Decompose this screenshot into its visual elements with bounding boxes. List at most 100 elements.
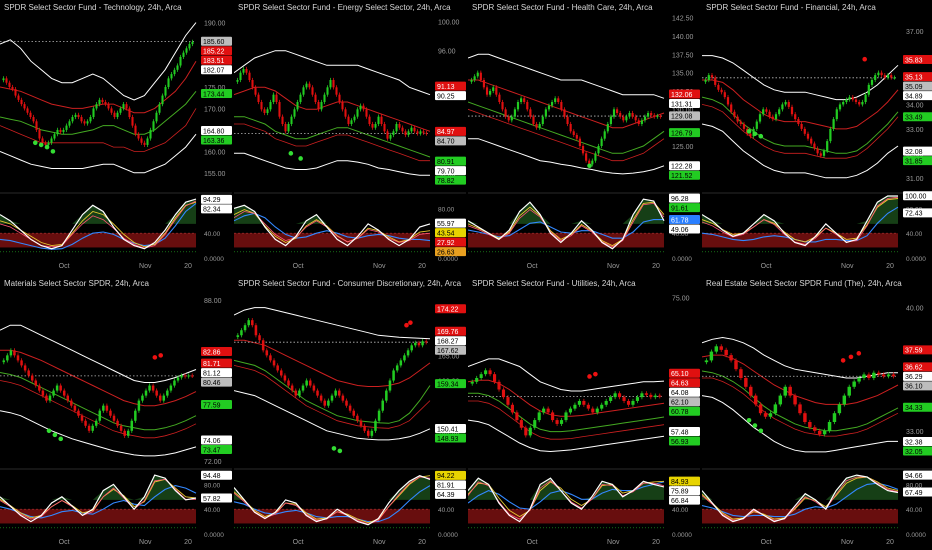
candle-body bbox=[506, 397, 510, 405]
candle-body bbox=[44, 142, 47, 145]
price-label-box bbox=[903, 55, 932, 65]
candle-body bbox=[323, 94, 326, 102]
candle-body bbox=[810, 138, 813, 144]
candle-body bbox=[298, 390, 301, 396]
osc-tick-label: 0.0000 bbox=[672, 532, 692, 539]
candle-body bbox=[479, 374, 483, 378]
candle-body bbox=[880, 72, 883, 76]
candle-body bbox=[886, 374, 891, 377]
candle-body bbox=[254, 325, 258, 336]
candle-body bbox=[717, 84, 720, 90]
candle-body bbox=[319, 395, 323, 401]
candle-body bbox=[555, 420, 559, 424]
candle-body bbox=[341, 395, 345, 401]
candle-body bbox=[386, 131, 389, 139]
price-label-box bbox=[435, 336, 466, 346]
osc-value-label: 94.22 bbox=[437, 473, 455, 480]
y-tick-label: 40.00 bbox=[906, 306, 924, 313]
candle-body bbox=[35, 121, 38, 130]
candle-body bbox=[14, 89, 17, 96]
candle-body bbox=[38, 129, 41, 139]
osc-yellow-line bbox=[702, 198, 899, 243]
chart-svg: 142.50140.00137.50135.00132.50130.00125.… bbox=[468, 16, 700, 270]
candle-body bbox=[631, 400, 635, 405]
candle-body bbox=[125, 104, 128, 109]
candle-body bbox=[524, 427, 528, 436]
candle-body bbox=[414, 342, 417, 346]
keltner-lower-line bbox=[468, 101, 665, 154]
y-tick-label: 31.00 bbox=[906, 176, 924, 183]
signal-dot-red bbox=[848, 354, 854, 360]
candle-body bbox=[2, 78, 5, 81]
candle-body bbox=[50, 138, 53, 143]
price-label-box bbox=[435, 424, 466, 434]
price-label-box bbox=[201, 347, 232, 357]
candle-body bbox=[622, 116, 625, 121]
y-tick-label: 175.00 bbox=[204, 85, 226, 92]
candle-body bbox=[845, 99, 848, 102]
candle-body bbox=[269, 355, 272, 361]
bollinger-outer-lower-line bbox=[468, 419, 665, 453]
price-label-box bbox=[669, 89, 700, 99]
candle-body bbox=[116, 420, 119, 426]
candle-body bbox=[832, 119, 835, 129]
chart-svg: 88.00 72.00 82.86 81.71 81.12 80.46 77.59 74.06… bbox=[0, 298, 232, 546]
signal-dot-green bbox=[46, 428, 52, 434]
signal-dot-red bbox=[158, 353, 164, 358]
bollinger-outer-lower-line bbox=[702, 123, 899, 179]
signal-dot-red bbox=[593, 371, 598, 377]
candle-body bbox=[653, 395, 657, 398]
chart-panel: SPDR Select Sector Fund - Energy Select … bbox=[234, 0, 466, 274]
candle-body bbox=[497, 381, 501, 390]
bollinger-lower-line bbox=[234, 365, 431, 429]
candle-body bbox=[308, 380, 312, 386]
candle-body bbox=[338, 94, 341, 102]
price-label-box bbox=[903, 437, 932, 447]
price-label-box bbox=[669, 387, 700, 397]
candle-body bbox=[77, 114, 80, 118]
candle-body bbox=[377, 410, 381, 421]
candle-body bbox=[29, 112, 32, 118]
candle-body bbox=[269, 102, 272, 110]
candle-body bbox=[609, 116, 612, 124]
candle-body bbox=[169, 385, 173, 391]
candle-body bbox=[827, 422, 832, 431]
candle-body bbox=[105, 405, 109, 411]
osc-white-line bbox=[0, 474, 197, 523]
osc-tick-label: 40.00 bbox=[672, 231, 689, 238]
price-label: 78.82 bbox=[437, 178, 455, 185]
candle-body bbox=[149, 129, 152, 139]
candle-body bbox=[368, 116, 371, 124]
y-tick-label: 165.00 bbox=[438, 353, 460, 360]
candle-body bbox=[180, 375, 183, 378]
candle-body bbox=[485, 87, 489, 95]
price-label-box bbox=[201, 435, 232, 445]
price-label-box bbox=[201, 55, 232, 65]
candle-body bbox=[20, 360, 23, 366]
candle-body bbox=[591, 408, 595, 413]
candle-body bbox=[152, 121, 155, 130]
candle-body bbox=[38, 385, 41, 391]
osc-value-label: 55.97 bbox=[437, 221, 455, 228]
candle-body bbox=[248, 72, 251, 80]
price-label: 150.41 bbox=[437, 426, 459, 433]
candle-body bbox=[817, 430, 822, 435]
candle-body bbox=[604, 400, 608, 405]
price-label: 31.85 bbox=[905, 158, 923, 165]
candle-body bbox=[284, 124, 287, 132]
price-label-box bbox=[201, 445, 232, 455]
osc-value-label: 94.29 bbox=[203, 197, 221, 204]
candle-body bbox=[516, 102, 520, 110]
candle-body bbox=[276, 365, 279, 371]
y-tick-label: 33.00 bbox=[906, 429, 924, 436]
candle-body bbox=[864, 94, 867, 102]
price-label: 74.06 bbox=[203, 438, 221, 445]
candle-body bbox=[498, 94, 501, 102]
osc-value-label: 91.61 bbox=[671, 205, 689, 212]
osc-value-label: 66.84 bbox=[671, 498, 689, 505]
price-label-box bbox=[201, 368, 232, 378]
price-label-box bbox=[201, 88, 232, 98]
candle-body bbox=[329, 80, 332, 88]
osc-tick-label: 80.00 bbox=[906, 482, 923, 489]
candle-body bbox=[146, 138, 149, 145]
